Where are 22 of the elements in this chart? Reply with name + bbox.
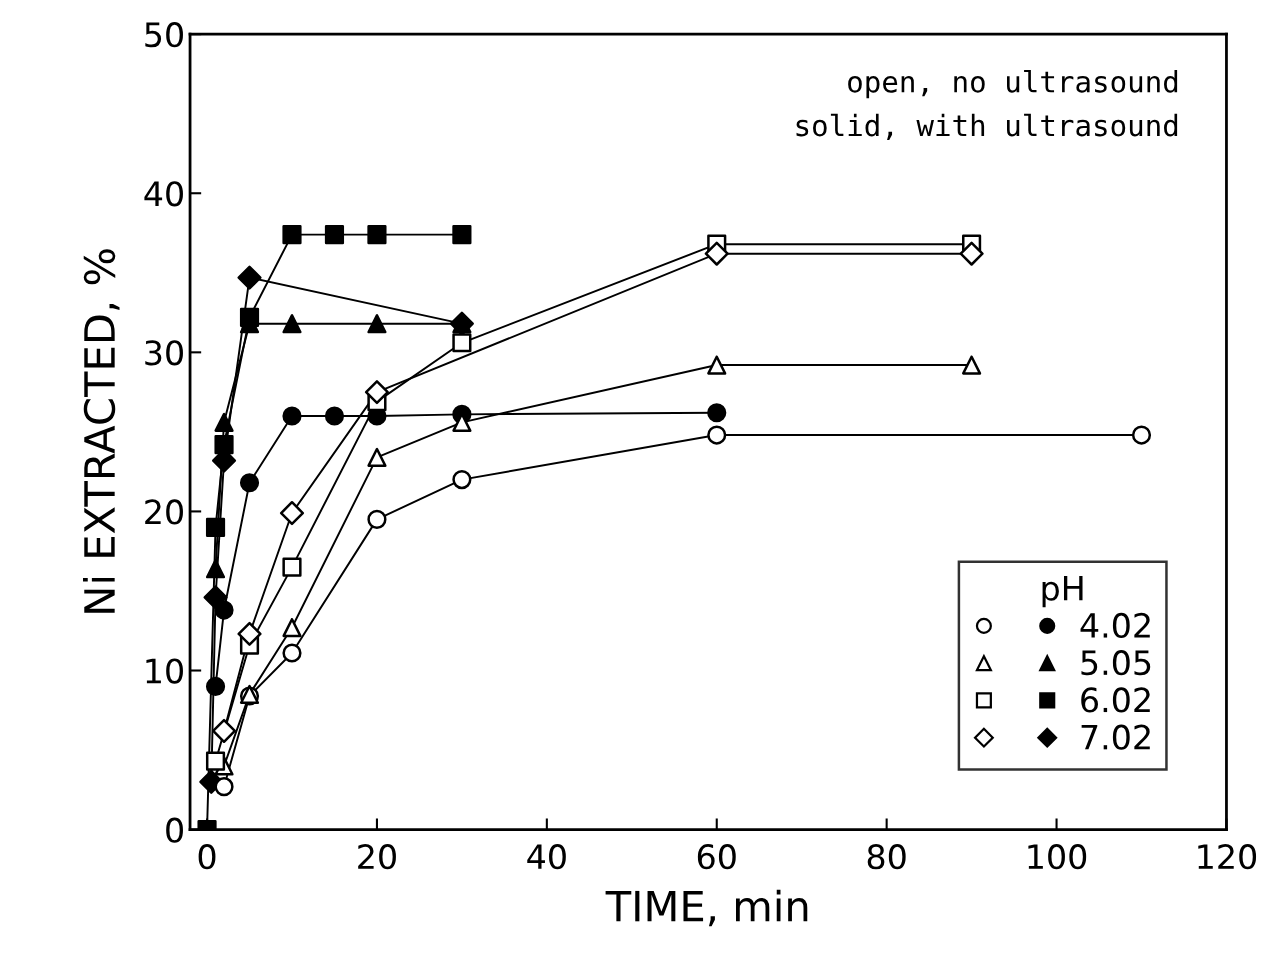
x-tick-label: 60 xyxy=(697,844,736,870)
y-tick-label: 10 xyxy=(146,658,183,684)
annotation: open, no ultrasound xyxy=(848,69,1178,99)
x-axis-title: TIME, min xyxy=(605,889,808,927)
y-axis-title: Ni EXTRACTED, % xyxy=(83,249,120,613)
y-tick-label: 40 xyxy=(144,181,183,207)
x-tick-label: 100 xyxy=(1028,844,1087,870)
x-tick-label: 20 xyxy=(358,844,396,870)
y-tick-label: 30 xyxy=(145,340,183,366)
annotation: solid, with ultrasound xyxy=(796,113,1178,141)
y-tick-label: 20 xyxy=(145,499,183,525)
legend-label: 7.02 xyxy=(1081,724,1150,750)
legend-label: 4.02 xyxy=(1080,612,1150,639)
legend-title: pH xyxy=(1042,575,1083,608)
x-tick-label: 40 xyxy=(527,844,566,870)
y-tick-label: 0 xyxy=(166,817,183,843)
x-tick-label: 0 xyxy=(198,844,216,870)
x-tick-label: 80 xyxy=(867,844,906,870)
x-tick-label: 120 xyxy=(1198,844,1257,870)
legend-label: 5.05 xyxy=(1081,650,1151,676)
y-tick-label: 50 xyxy=(145,22,183,48)
legend-label: 6.02 xyxy=(1081,687,1150,713)
